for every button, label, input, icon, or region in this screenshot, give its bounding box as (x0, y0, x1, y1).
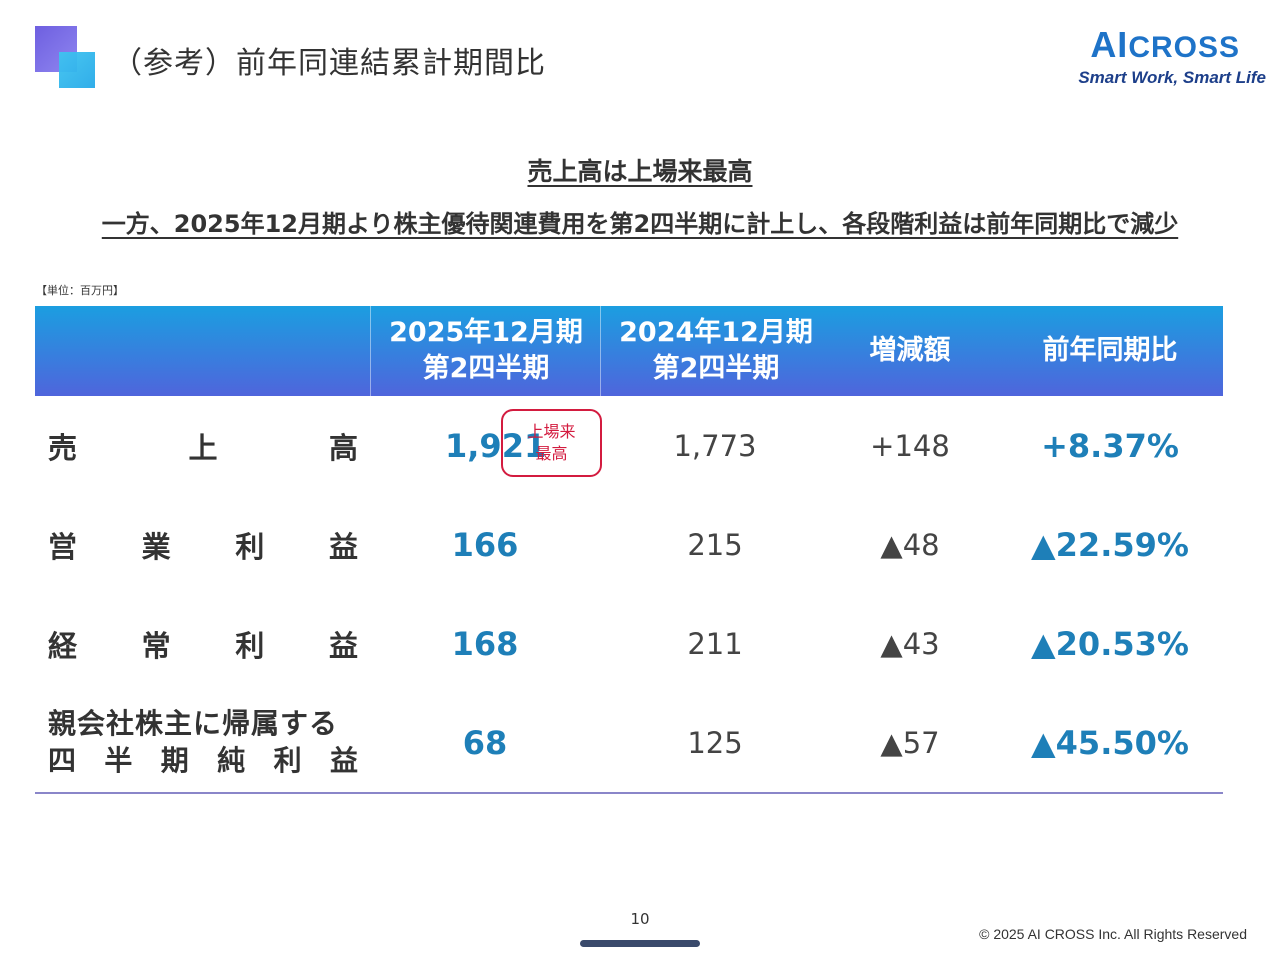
header-cell-ratio: 前年同期比 (1042, 334, 1178, 366)
row-label: 売上高 (48, 430, 358, 465)
headline-secondary: 一方、2025年12月期より株主優待関連費用を第2四半期に計上し、各段階利益は前… (101, 210, 1179, 238)
header-cell-current: 2025年12月期 第2四半期 (370, 306, 601, 396)
current-value: 1,921 (445, 426, 547, 465)
copyright-notice: © 2025 AI CROSS Inc. All Rights Reserved (979, 926, 1247, 942)
previous-value: 211 (687, 626, 743, 661)
current-value: 168 (451, 624, 519, 663)
headline-primary: 売上高は上場来最高 (527, 157, 753, 186)
table-row-operating-profit: 営業利益 166 215 ▲48 ▲22.59% (35, 495, 1223, 594)
ratio-value: ▲20.53% (1031, 624, 1189, 663)
row-label: 営業利益 (48, 529, 358, 564)
table-row-ordinary-profit: 経常利益 168 211 ▲43 ▲20.53% (35, 594, 1223, 693)
change-value: ▲57 (880, 725, 940, 760)
table-row-net-income: 親会社株主に帰属する 四半期純利益 68 125 ▲57 ▲45.50% (35, 693, 1223, 792)
header-cell-previous: 2024年12月期 第2四半期 (600, 306, 831, 396)
ratio-value: +8.37% (1041, 426, 1179, 465)
record-high-badge: 上場来 最高 (501, 409, 602, 477)
change-value: +148 (870, 428, 950, 463)
ratio-value: ▲45.50% (1031, 723, 1189, 762)
ratio-value: ▲22.59% (1031, 525, 1189, 564)
table-header: 2025年12月期 第2四半期 2024年12月期 第2四半期 増減額 前年同期… (35, 306, 1223, 396)
header-cell-change: 増減額 (869, 334, 951, 366)
page-indicator-bar (580, 940, 700, 947)
row-label: 経常利益 (48, 628, 358, 663)
change-value: ▲43 (880, 626, 940, 661)
row-label: 親会社株主に帰属する 四半期純利益 (48, 706, 358, 777)
page-title: （参考）前年同連結累計期間比 (112, 46, 546, 81)
current-value: 68 (462, 723, 508, 762)
company-logo: AICROSS Smart Work, Smart Life (1078, 24, 1266, 87)
change-value: ▲48 (880, 527, 940, 562)
page-number: 10 (630, 910, 650, 928)
previous-value: 1,773 (673, 428, 757, 463)
table-row-sales: 売上高 1,921 1,773 +148 +8.37% (35, 396, 1223, 495)
unit-note: 【単位：百万円】 (36, 284, 124, 297)
current-value: 166 (451, 525, 519, 564)
header-cell-empty (35, 306, 370, 396)
table-bottom-border (35, 792, 1223, 794)
previous-value: 125 (687, 725, 743, 760)
previous-value: 215 (687, 527, 743, 562)
logo-tagline: Smart Work, Smart Life (1078, 68, 1266, 87)
comparison-table: 2025年12月期 第2四半期 2024年12月期 第2四半期 増減額 前年同期… (35, 306, 1223, 792)
